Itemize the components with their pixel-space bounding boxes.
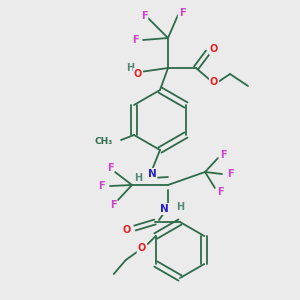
Text: O: O: [134, 69, 142, 79]
Text: H: H: [176, 202, 184, 212]
Text: N: N: [148, 169, 156, 179]
Text: F: F: [227, 169, 233, 179]
Text: CH₃: CH₃: [95, 136, 113, 146]
Text: F: F: [98, 181, 104, 191]
Text: N: N: [160, 204, 168, 214]
Text: F: F: [179, 8, 185, 18]
Text: O: O: [123, 225, 131, 235]
Text: F: F: [217, 187, 223, 197]
Text: F: F: [132, 35, 138, 45]
Text: F: F: [141, 11, 147, 21]
Text: F: F: [107, 163, 113, 173]
Text: F: F: [220, 150, 226, 160]
Text: H: H: [126, 63, 134, 73]
Text: O: O: [210, 77, 218, 87]
Text: H: H: [134, 173, 142, 183]
Text: O: O: [210, 44, 218, 54]
Text: O: O: [138, 243, 146, 253]
Text: F: F: [110, 200, 116, 210]
